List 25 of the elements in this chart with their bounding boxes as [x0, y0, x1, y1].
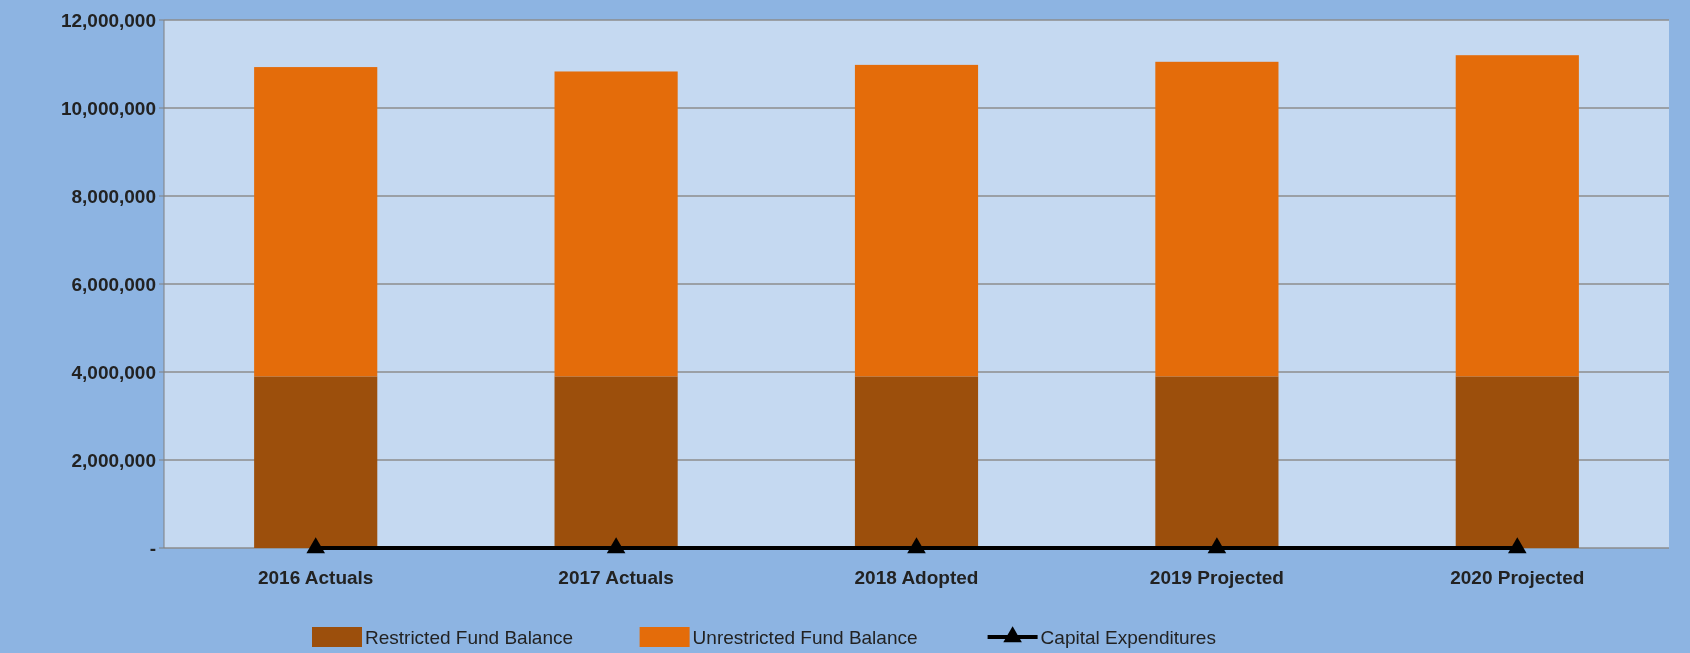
y-tick-label: 2,000,000 [71, 449, 156, 471]
legend-label: Capital Expenditures [1040, 626, 1216, 648]
x-tick-label: 2020 Projected [1450, 567, 1585, 588]
bar [554, 71, 678, 377]
x-tick-label: 2017 Actuals [558, 567, 674, 588]
x-tick-label: 2016 Actuals [257, 567, 374, 588]
x-tick-label: 2019 Projected [1149, 567, 1284, 588]
bar [1155, 376, 1279, 548]
bar [1455, 376, 1579, 548]
bar [554, 376, 678, 548]
y-tick-label: 8,000,000 [71, 185, 156, 207]
y-tick-label: - [149, 537, 156, 559]
y-tick-label: 10,000,000 [60, 97, 156, 119]
bar [254, 67, 378, 377]
bar [1155, 61, 1279, 377]
bar [254, 376, 378, 548]
bar [854, 64, 979, 377]
y-tick-label: 6,000,000 [71, 273, 156, 295]
bar [854, 376, 979, 548]
y-tick-label: 4,000,000 [71, 361, 156, 383]
x-tick-label: 2018 Adopted [854, 567, 979, 588]
legend-label: Restricted Fund Balance [365, 626, 574, 648]
legend-label: Unrestricted Fund Balance [692, 626, 918, 648]
y-tick-label: 12,000,000 [60, 9, 156, 31]
bar [1455, 55, 1579, 377]
